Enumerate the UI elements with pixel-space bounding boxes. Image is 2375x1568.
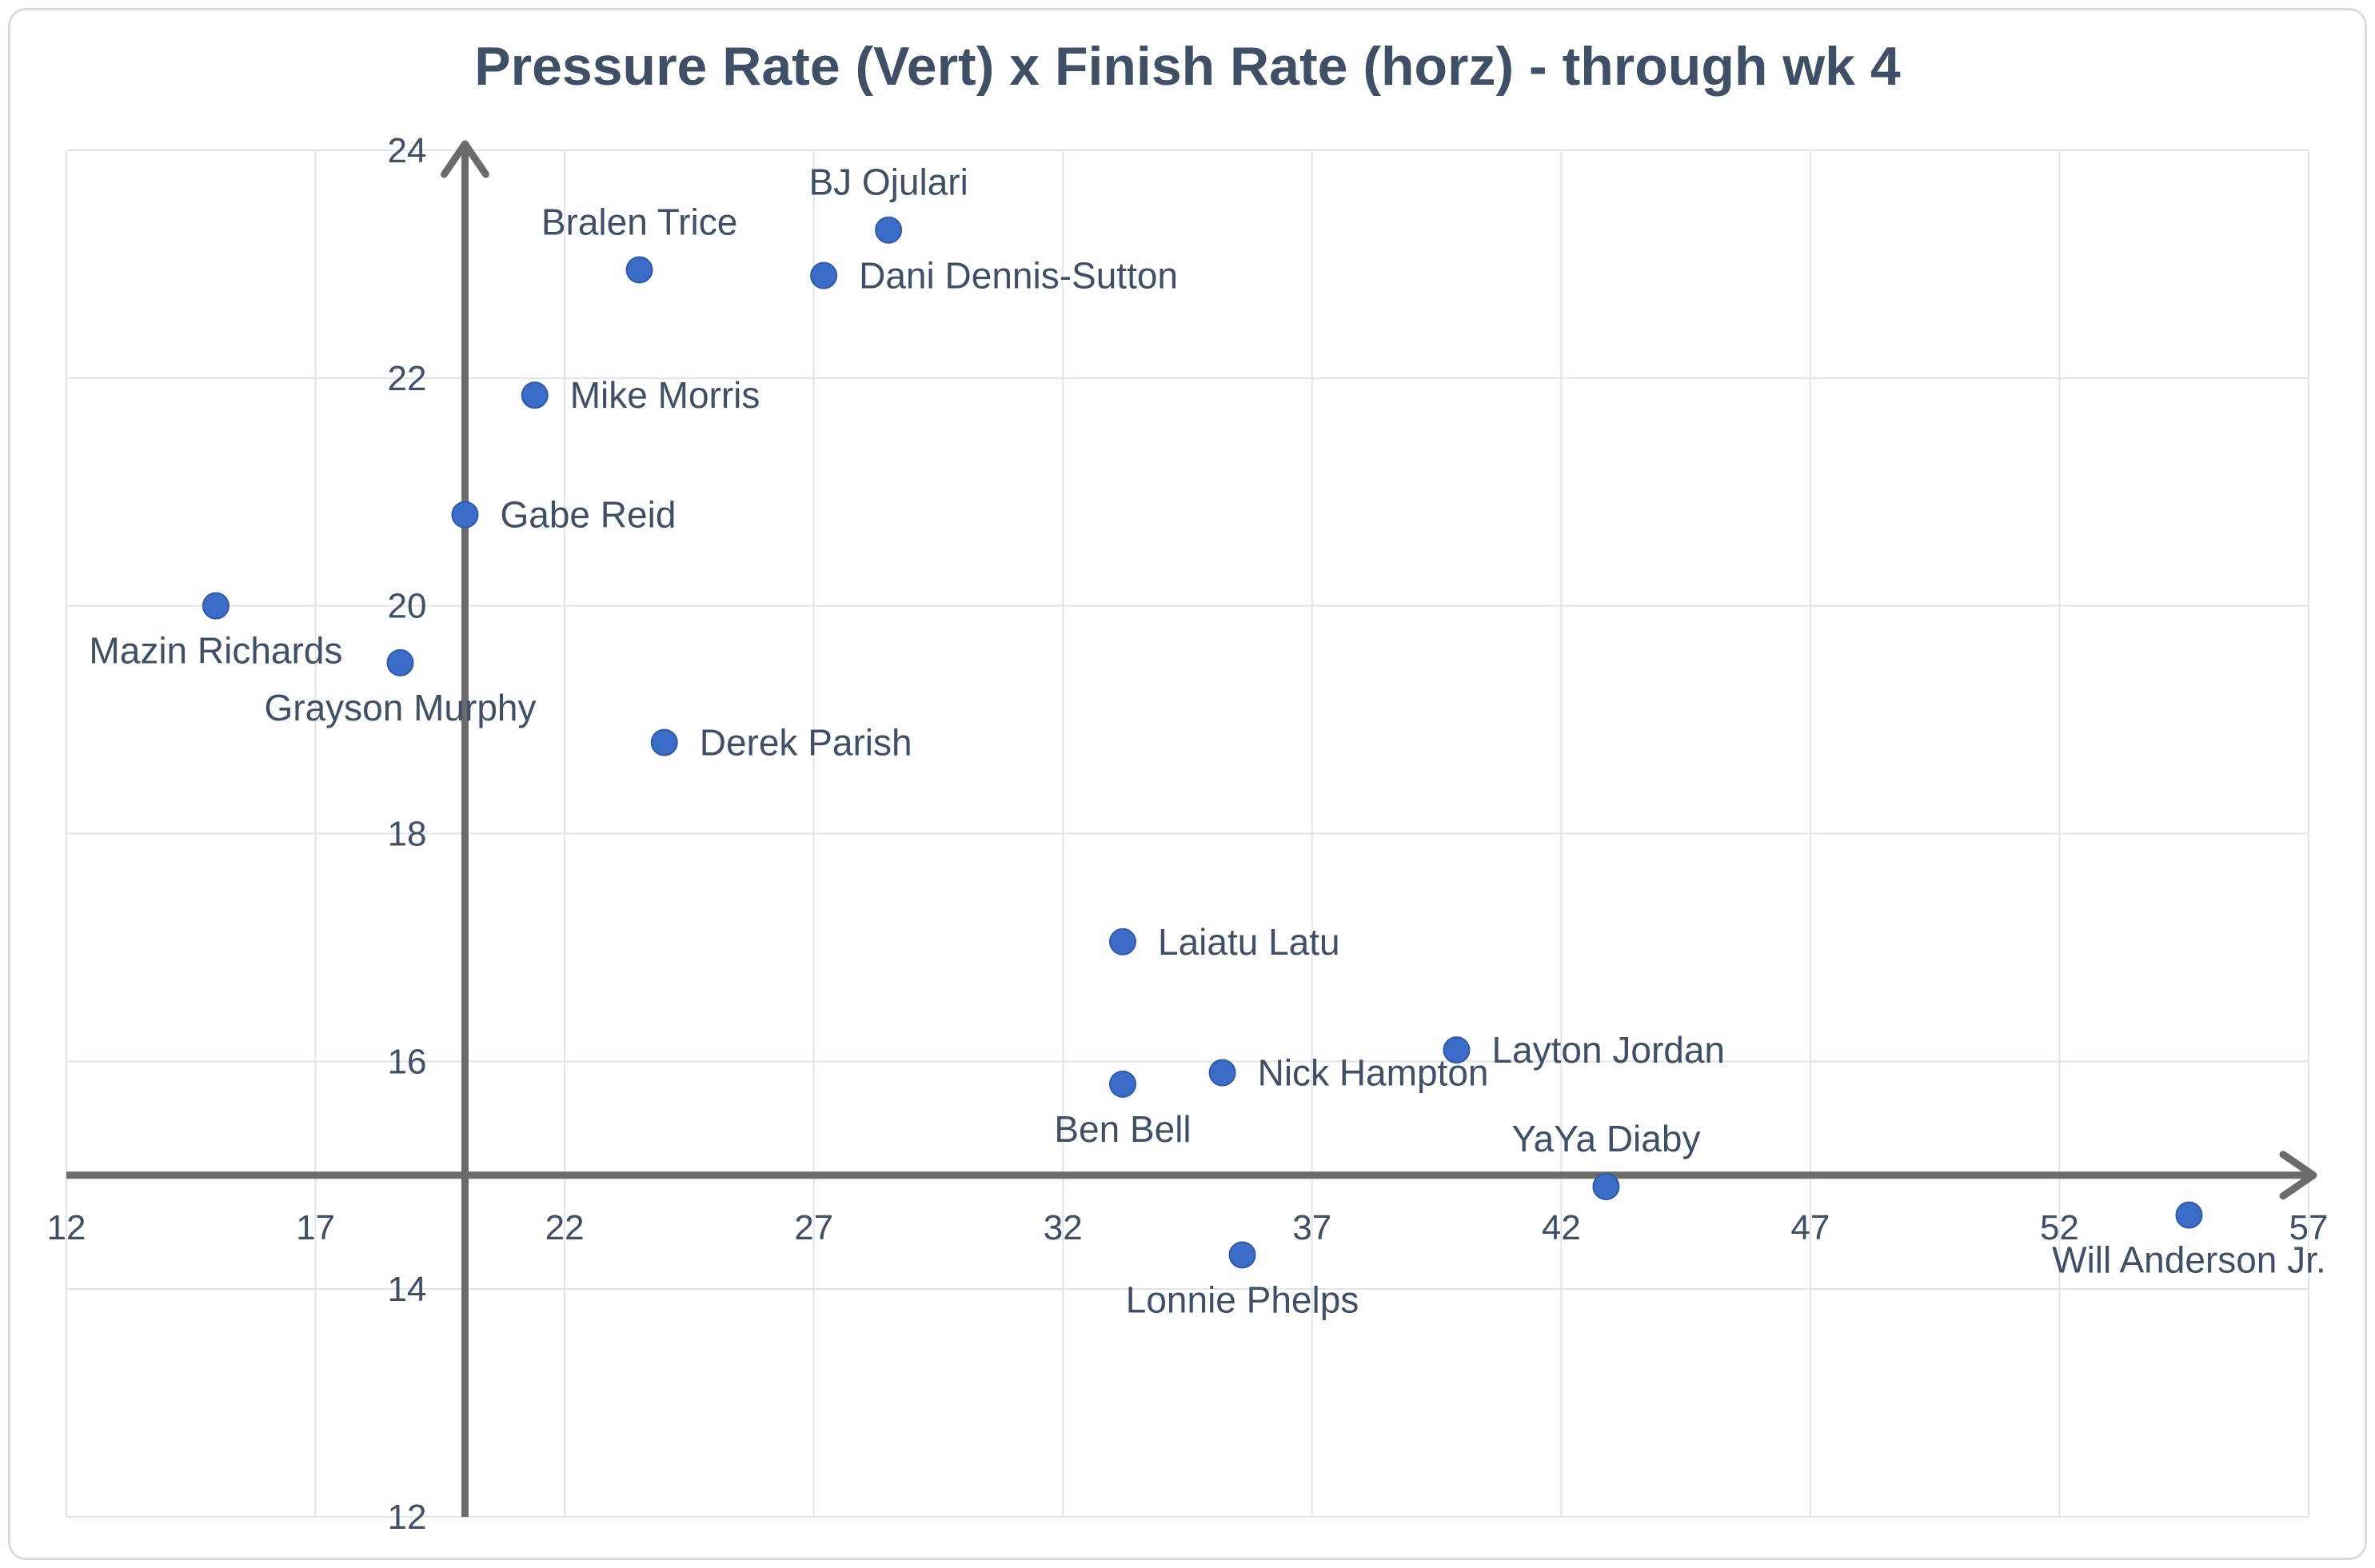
x-tick-label: 12 <box>47 1208 86 1247</box>
x-tick-label: 32 <box>1044 1208 1083 1247</box>
data-point[interactable] <box>810 261 838 289</box>
data-point[interactable] <box>650 728 678 756</box>
y-tick-label: 14 <box>388 1270 427 1309</box>
data-label: Nick Hampton <box>1258 1052 1489 1094</box>
y-axis-arrow-icon <box>440 140 489 178</box>
x-tick-label: 22 <box>545 1208 585 1247</box>
data-label: Mike Morris <box>570 374 760 416</box>
data-label: Ben Bell <box>1054 1108 1191 1150</box>
data-label: Laiatu Latu <box>1158 921 1340 963</box>
data-point[interactable] <box>625 256 653 284</box>
x-tick-label: 17 <box>296 1208 335 1247</box>
y-tick-label: 22 <box>388 359 427 398</box>
data-point[interactable] <box>1108 928 1136 956</box>
data-label: Dani Dennis-Sutton <box>859 255 1178 297</box>
y-tick-label: 18 <box>388 815 427 854</box>
x-tick-label: 42 <box>1542 1208 1581 1247</box>
data-point[interactable] <box>2175 1201 2203 1229</box>
x-tick-label: 57 <box>2289 1208 2329 1247</box>
x-tick-label: 52 <box>2040 1208 2079 1247</box>
data-point[interactable] <box>1208 1059 1236 1087</box>
chart-title: Pressure Rate (Vert) x Finish Rate (horz… <box>474 36 1901 97</box>
y-tick-label: 24 <box>388 131 427 170</box>
data-point[interactable] <box>202 592 230 620</box>
data-label: Lonnie Phelps <box>1126 1279 1359 1320</box>
data-point[interactable] <box>1228 1241 1256 1269</box>
data-label: Bralen Trice <box>541 201 737 243</box>
data-point[interactable] <box>1108 1070 1136 1098</box>
data-point[interactable] <box>451 501 479 529</box>
data-label: Derek Parish <box>700 722 912 764</box>
y-tick-label: 16 <box>388 1042 427 1081</box>
y-tick-label: 20 <box>388 587 427 626</box>
data-point[interactable] <box>1592 1172 1620 1200</box>
data-point[interactable] <box>386 648 414 676</box>
data-label: BJ Ojulari <box>808 162 968 203</box>
data-label: Mazin Richards <box>89 630 342 672</box>
data-label: Grayson Murphy <box>264 687 536 728</box>
x-axis-arrow-icon <box>2279 1151 2317 1200</box>
data-label: YaYa Diaby <box>1511 1118 1700 1159</box>
data-point[interactable] <box>1443 1036 1471 1064</box>
x-tick-label: 37 <box>1292 1208 1331 1247</box>
y-tick-label: 12 <box>388 1498 427 1537</box>
data-point[interactable] <box>521 381 549 409</box>
data-point[interactable] <box>875 216 903 244</box>
x-tick-label: 27 <box>794 1208 833 1247</box>
data-label: Gabe Reid <box>500 494 676 536</box>
x-tick-label: 47 <box>1790 1208 1830 1247</box>
chart-card <box>8 8 2367 1560</box>
data-label: Will Anderson Jr. <box>2052 1239 2326 1281</box>
data-label: Layton Jordan <box>1491 1029 1725 1071</box>
